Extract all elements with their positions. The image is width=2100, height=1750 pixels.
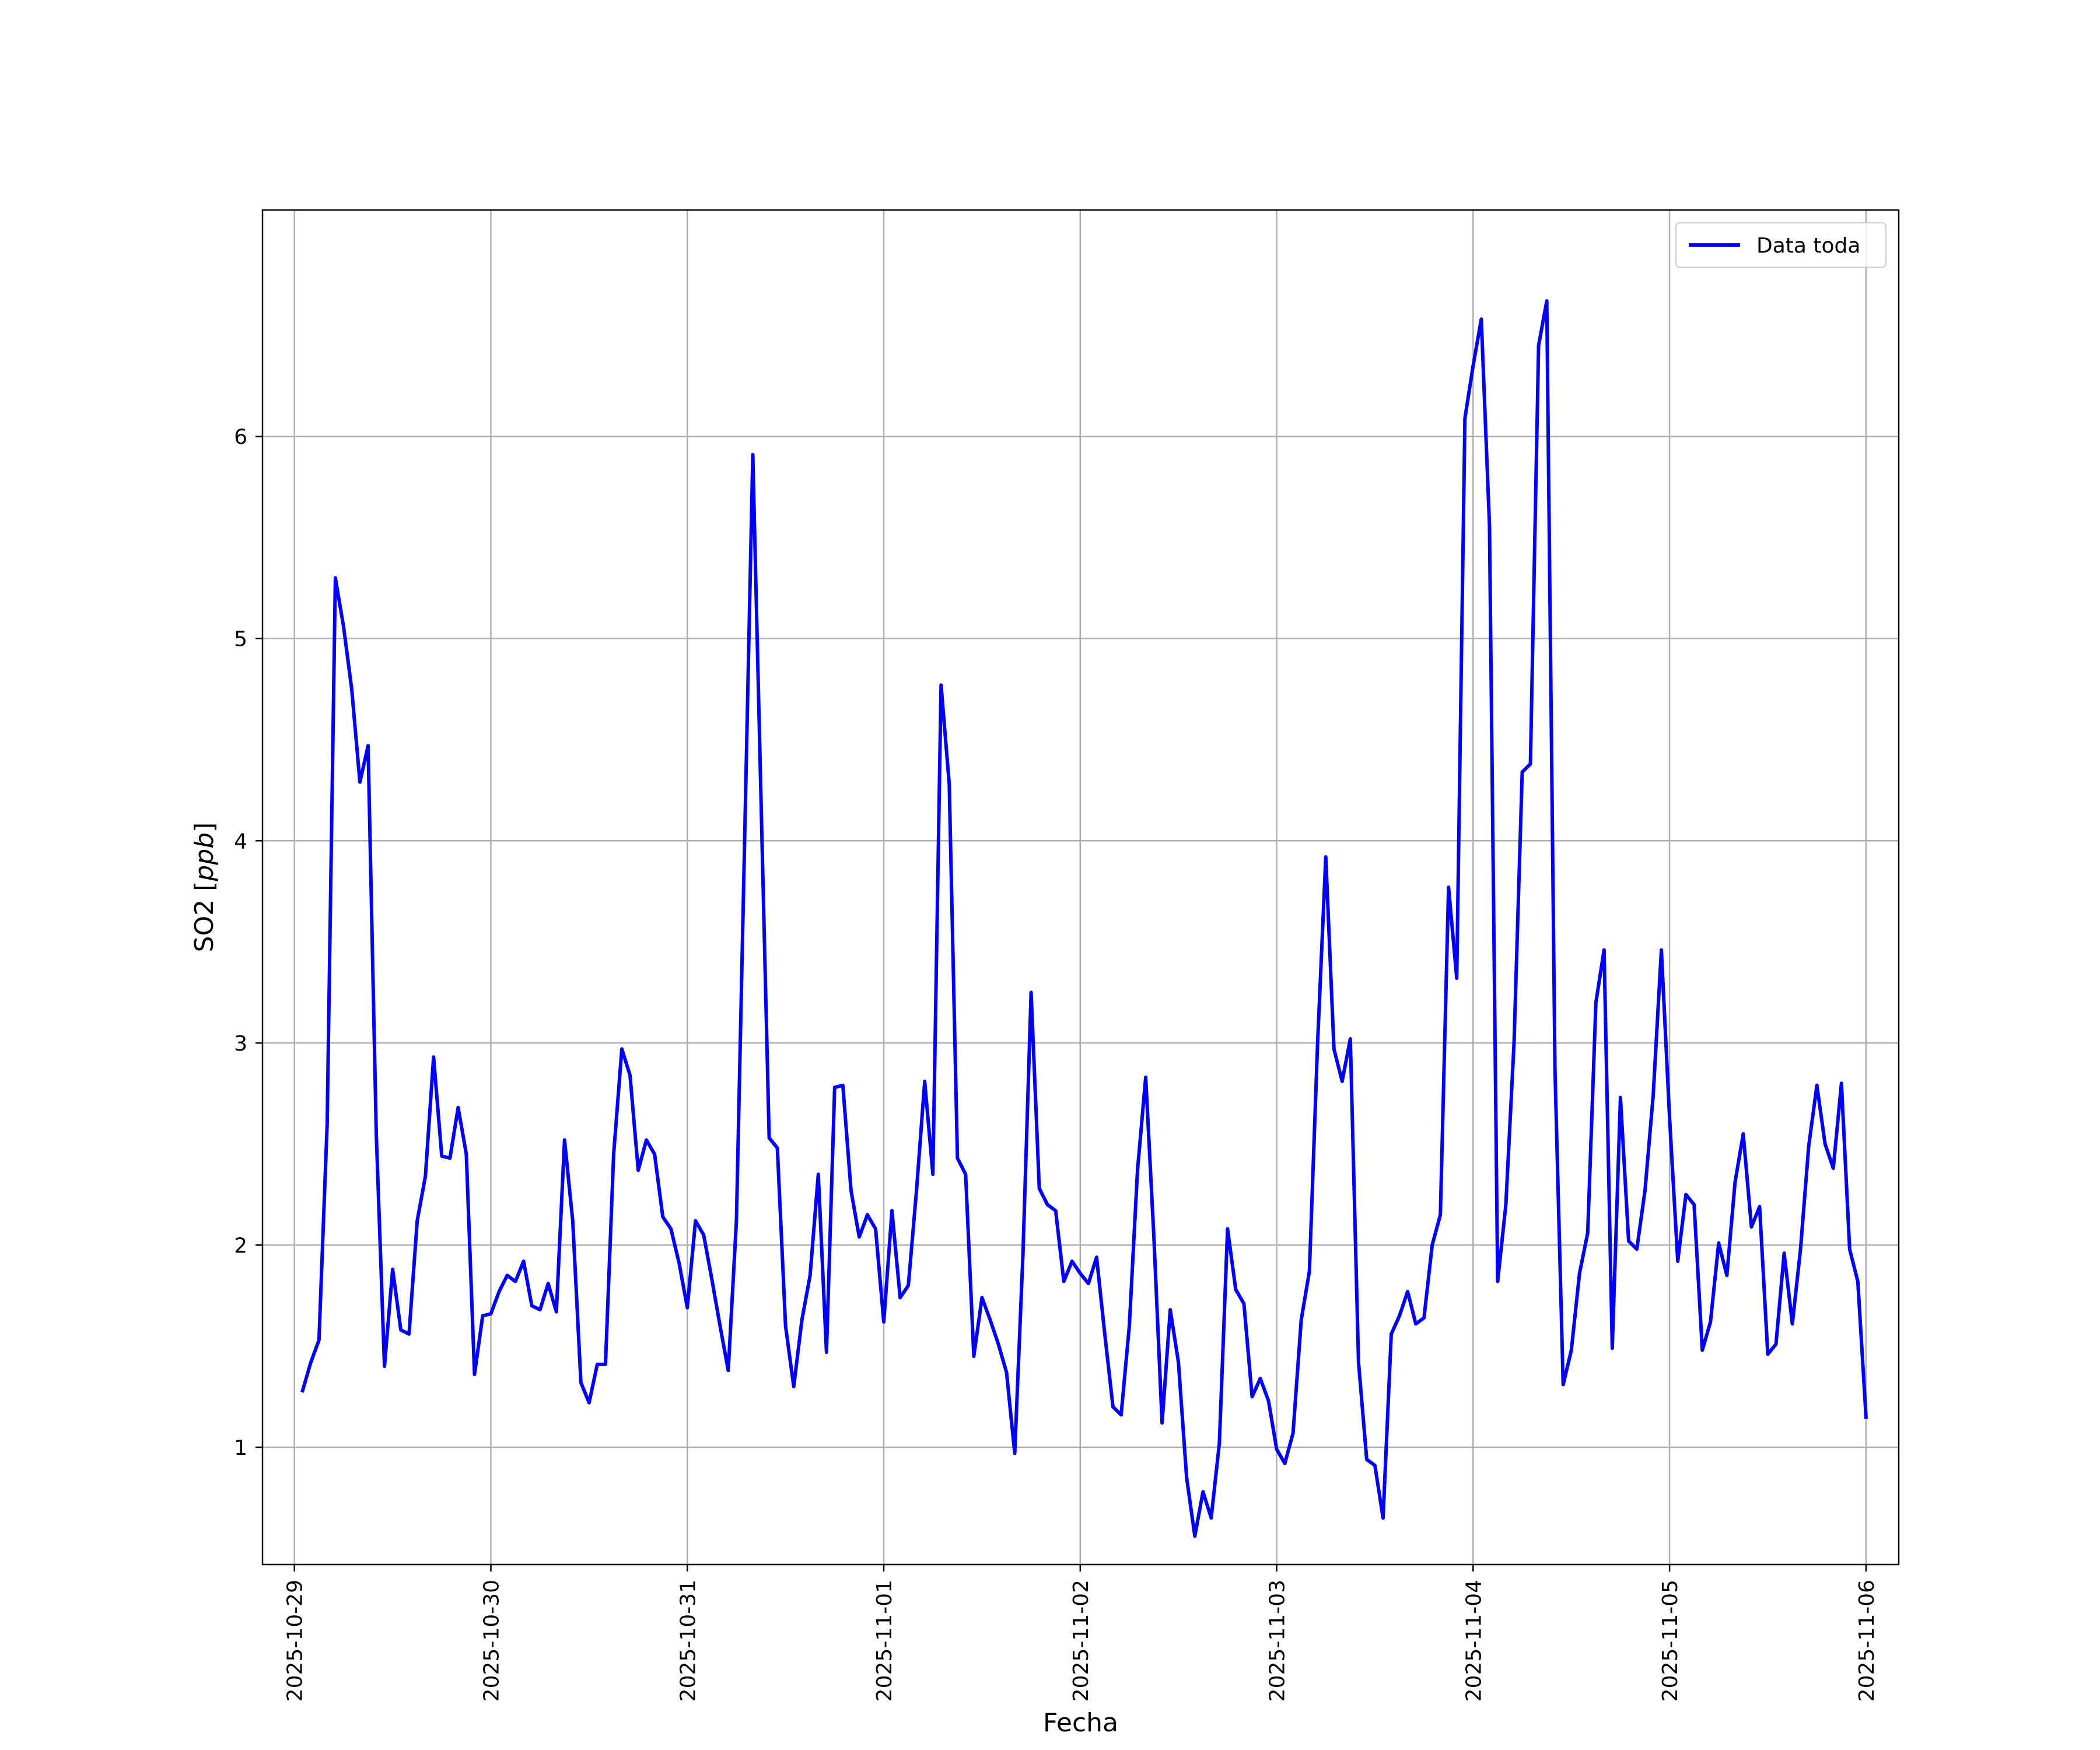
grid-lines bbox=[262, 210, 1899, 1564]
legend: Data toda bbox=[1675, 222, 1887, 268]
plot-area-frame bbox=[261, 209, 1900, 1566]
y-tick-label: 5 bbox=[234, 628, 247, 652]
x-tick-label: 2025-11-01 bbox=[873, 1580, 897, 1702]
y-axis-label-text: SO2 [ bbox=[190, 881, 219, 953]
x-tick-label: 2025-11-02 bbox=[1069, 1580, 1093, 1702]
y-tick-label: 4 bbox=[234, 830, 247, 853]
x-tick-label: 2025-11-05 bbox=[1658, 1580, 1682, 1702]
y-axis-ticks: 1 2 3 4 5 6 bbox=[234, 425, 262, 1460]
x-tick-label: 2025-10-31 bbox=[676, 1580, 700, 1702]
y-axis-label-close: ] bbox=[190, 822, 219, 832]
legend-box bbox=[1675, 222, 1887, 268]
x-tick-label: 2025-11-03 bbox=[1266, 1580, 1290, 1702]
legend-label-data-toda: Data toda bbox=[1756, 234, 1860, 258]
x-tick-label: 2025-11-06 bbox=[1855, 1580, 1879, 1702]
x-tick-label: 2025-10-30 bbox=[480, 1580, 503, 1702]
y-axis-label: SO2 [ppb] bbox=[190, 822, 219, 953]
y-axis-label-unit: ppb bbox=[190, 832, 219, 882]
y-tick-label: 1 bbox=[234, 1436, 247, 1460]
series-line-data-toda bbox=[300, 299, 1868, 1538]
y-tick-label: 3 bbox=[234, 1032, 247, 1056]
x-tick-label: 2025-10-29 bbox=[284, 1580, 307, 1702]
x-axis-label: Fecha bbox=[1043, 1708, 1118, 1738]
x-tick-label: 2025-11-04 bbox=[1462, 1580, 1486, 1702]
y-tick-label: 6 bbox=[234, 425, 247, 449]
y-tick-label: 2 bbox=[234, 1234, 247, 1258]
x-axis-ticks: 2025-10-29 2025-10-30 2025-10-31 2025-11-01… bbox=[284, 1564, 1879, 1702]
